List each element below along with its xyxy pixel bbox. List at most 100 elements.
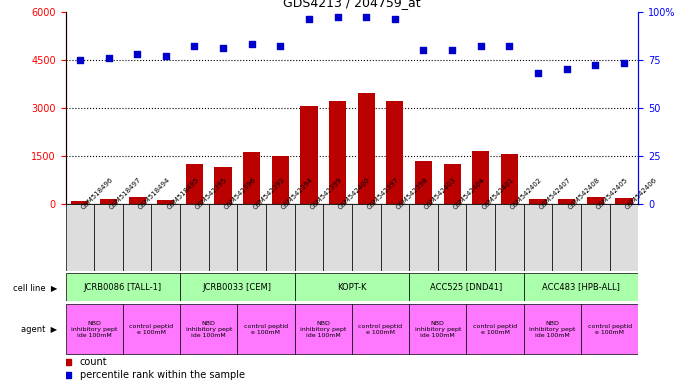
Bar — [66, 273, 180, 301]
Text: NBD
inhibitory pept
ide 100mM: NBD inhibitory pept ide 100mM — [71, 321, 117, 338]
Bar — [352, 305, 409, 354]
Point — [275, 43, 286, 49]
Bar — [586, 197, 604, 204]
Text: NBD
inhibitory pept
ide 100mM: NBD inhibitory pept ide 100mM — [415, 321, 461, 338]
Point — [618, 60, 629, 66]
Text: control peptid
e 100mM: control peptid e 100mM — [130, 324, 173, 335]
Text: GSM518495: GSM518495 — [166, 177, 200, 211]
Bar — [237, 305, 295, 354]
Bar — [529, 199, 546, 204]
Text: NBD
inhibitory pept
ide 100mM: NBD inhibitory pept ide 100mM — [186, 321, 232, 338]
Bar — [94, 204, 123, 271]
Text: control peptid
e 100mM: control peptid e 100mM — [473, 324, 517, 335]
Point — [590, 62, 601, 68]
Point — [446, 47, 457, 53]
Bar — [415, 161, 432, 204]
Point — [561, 66, 572, 72]
Bar — [180, 305, 237, 354]
Text: GSM542407: GSM542407 — [538, 177, 572, 211]
Bar — [123, 204, 152, 271]
Text: KOPT-K: KOPT-K — [337, 283, 366, 291]
Bar — [180, 204, 209, 271]
Text: count: count — [80, 357, 108, 367]
Bar — [152, 204, 180, 271]
Point — [332, 14, 343, 20]
Text: GSM518496: GSM518496 — [80, 177, 114, 211]
Bar — [615, 198, 633, 204]
Point — [533, 70, 544, 76]
Bar — [581, 204, 610, 271]
Bar — [381, 204, 409, 271]
Bar — [180, 273, 295, 301]
Bar — [209, 204, 237, 271]
Bar — [501, 154, 518, 204]
Text: GSM542393: GSM542393 — [252, 177, 286, 211]
Bar — [128, 197, 146, 204]
Point — [418, 47, 429, 53]
Bar — [243, 152, 260, 204]
Text: control peptid
e 100mM: control peptid e 100mM — [359, 324, 402, 335]
Bar — [295, 273, 409, 301]
Bar — [472, 151, 489, 204]
Text: GSM542400: GSM542400 — [337, 177, 372, 211]
Text: control peptid
e 100mM: control peptid e 100mM — [244, 324, 288, 335]
Text: GSM542398: GSM542398 — [395, 177, 429, 211]
Point — [189, 43, 200, 49]
Bar — [215, 167, 232, 204]
Text: GSM542408: GSM542408 — [566, 177, 601, 211]
Text: NBD
inhibitory pept
ide 100mM: NBD inhibitory pept ide 100mM — [300, 321, 346, 338]
Text: percentile rank within the sample: percentile rank within the sample — [80, 370, 245, 380]
Bar — [324, 204, 352, 271]
Text: GSM542403: GSM542403 — [424, 177, 457, 211]
Bar — [71, 201, 88, 204]
Bar — [100, 199, 117, 204]
Text: GSM542395: GSM542395 — [195, 177, 228, 211]
Bar — [237, 204, 266, 271]
Bar — [66, 204, 95, 271]
Bar — [66, 305, 123, 354]
Bar — [329, 101, 346, 204]
Point — [132, 51, 143, 57]
Text: agent  ▶: agent ▶ — [21, 325, 57, 334]
Bar — [300, 106, 317, 204]
Text: GSM542396: GSM542396 — [223, 177, 257, 211]
Point — [475, 43, 486, 49]
Bar — [610, 204, 638, 271]
Point — [246, 41, 257, 47]
Bar — [295, 305, 352, 354]
Text: ACC483 [HPB-ALL]: ACC483 [HPB-ALL] — [542, 283, 620, 291]
Bar — [409, 305, 466, 354]
Text: NBD
inhibitory pept
ide 100mM: NBD inhibitory pept ide 100mM — [529, 321, 575, 338]
Text: JCRB0086 [TALL-1]: JCRB0086 [TALL-1] — [83, 283, 162, 291]
Text: GSM542397: GSM542397 — [366, 177, 400, 211]
Text: GSM542401: GSM542401 — [481, 177, 515, 211]
Bar — [409, 204, 438, 271]
Bar — [352, 204, 381, 271]
Bar — [524, 273, 638, 301]
Bar — [295, 204, 324, 271]
Bar — [386, 101, 404, 204]
Point — [504, 43, 515, 49]
Bar — [581, 305, 638, 354]
Bar — [466, 204, 495, 271]
Bar — [553, 204, 581, 271]
Point — [217, 45, 228, 51]
Text: GSM542405: GSM542405 — [595, 177, 629, 211]
Title: GDS4213 / 204759_at: GDS4213 / 204759_at — [283, 0, 421, 9]
Text: ACC525 [DND41]: ACC525 [DND41] — [431, 283, 502, 291]
Bar — [444, 164, 461, 204]
Point — [160, 53, 171, 59]
Bar — [157, 200, 175, 204]
Bar — [123, 305, 180, 354]
Bar — [409, 273, 524, 301]
Point — [389, 16, 400, 22]
Text: GSM518494: GSM518494 — [137, 177, 171, 211]
Bar — [186, 164, 203, 204]
Bar — [495, 204, 524, 271]
Text: control peptid
e 100mM: control peptid e 100mM — [588, 324, 631, 335]
Text: JCRB0033 [CEM]: JCRB0033 [CEM] — [203, 283, 272, 291]
Bar — [558, 199, 575, 204]
Text: GSM542394: GSM542394 — [280, 177, 315, 211]
Bar — [266, 204, 295, 271]
Text: cell line  ▶: cell line ▶ — [12, 283, 57, 291]
